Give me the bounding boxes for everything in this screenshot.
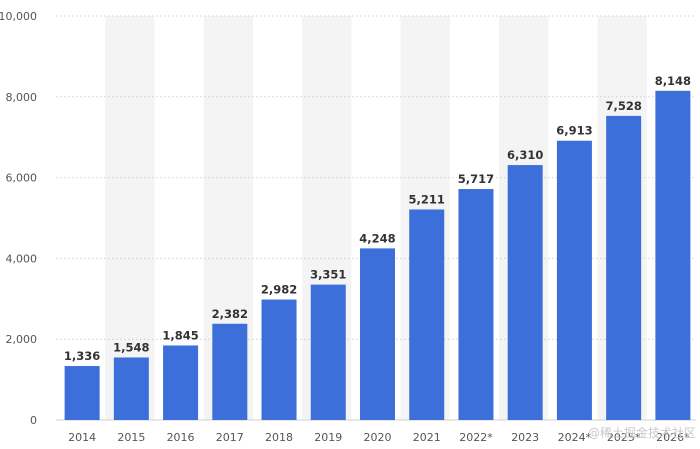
x-tick-label: 2014	[68, 431, 96, 444]
y-tick-label: 0	[30, 414, 37, 427]
category-band	[105, 16, 155, 420]
bar	[409, 209, 445, 420]
data-label: 6,310	[507, 148, 543, 162]
watermark-text: @稀土掘金技术社区	[588, 425, 696, 440]
bar	[556, 140, 592, 421]
y-tick-label: 10,000	[0, 10, 37, 23]
data-label: 5,211	[409, 192, 445, 206]
bar	[64, 366, 100, 420]
x-tick-label: 2020	[364, 431, 392, 444]
x-tick-label: 2022*	[459, 431, 493, 444]
x-tick-label: 2021	[413, 431, 441, 444]
bar	[458, 189, 494, 420]
x-tick-label: 2023	[511, 431, 539, 444]
data-label: 1,845	[162, 328, 198, 342]
x-tick-label: 2025*	[607, 431, 641, 444]
data-label: 1,336	[64, 349, 100, 363]
x-tick-label: 2016	[167, 431, 195, 444]
bar	[261, 299, 297, 420]
bar-series	[64, 90, 691, 421]
y-tick-label: 2,000	[6, 333, 38, 346]
bar	[310, 284, 346, 420]
x-tick-label: 2018	[265, 431, 293, 444]
y-tick-label: 8,000	[6, 91, 38, 104]
data-label: 5,717	[458, 172, 494, 186]
x-axis: 2014 2015 2016 2017 2018 2019 2020 2021 2022* 202…	[68, 431, 690, 444]
x-tick-label: 2026*	[656, 431, 690, 444]
data-label: 8,148	[655, 74, 691, 88]
y-tick-label: 6,000	[6, 172, 38, 185]
bar	[507, 165, 543, 420]
x-tick-label: 2019	[314, 431, 342, 444]
bar	[113, 357, 149, 420]
y-axis: 0 2,000 4,000 6,000 8,000 10,000	[0, 10, 37, 427]
data-label: 4,248	[359, 231, 395, 245]
y-tick-label: 4,000	[6, 252, 38, 265]
bar	[163, 345, 199, 420]
x-tick-label: 2024*	[558, 431, 592, 444]
bar	[360, 248, 395, 420]
data-label: 2,982	[261, 283, 297, 297]
data-label: 3,351	[310, 268, 346, 282]
bar	[606, 115, 642, 420]
data-labels: 1,336 1,548 1,845 2,382 2,982 3,351 4,248 5,211…	[64, 74, 691, 363]
data-label: 2,382	[212, 307, 248, 321]
x-tick-label: 2015	[117, 431, 145, 444]
bar	[212, 323, 248, 420]
data-label: 7,528	[605, 99, 641, 113]
bar	[655, 90, 691, 420]
x-tick-label: 2017	[216, 431, 244, 444]
data-label: 6,913	[556, 124, 592, 138]
data-label: 1,548	[113, 340, 149, 354]
